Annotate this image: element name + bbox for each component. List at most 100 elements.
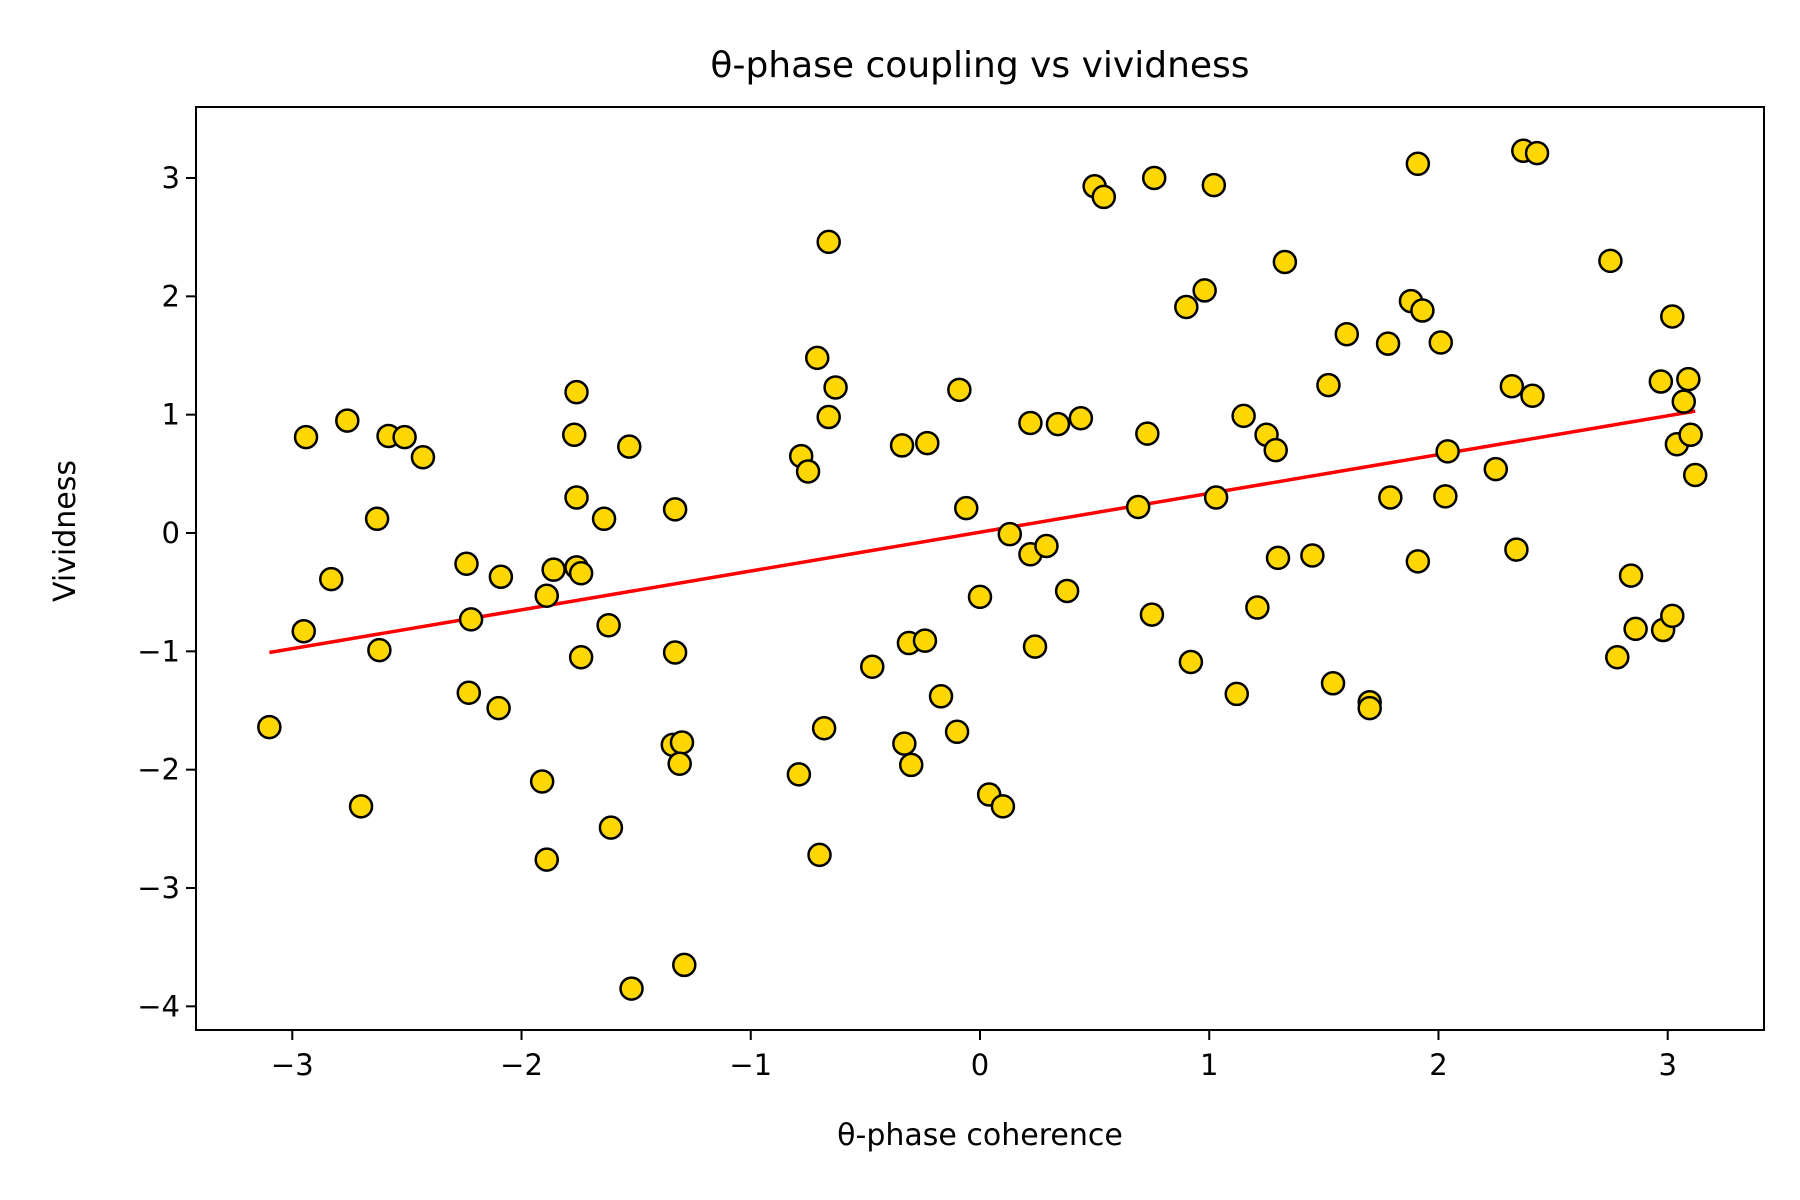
data-point	[1483, 456, 1509, 482]
x-tick-label: −1	[729, 1048, 772, 1082]
x-tick-label: 2	[1429, 1048, 1447, 1082]
data-point	[1201, 172, 1227, 198]
data-point	[619, 976, 644, 1001]
data-point	[1022, 634, 1048, 659]
data-point	[1405, 151, 1431, 177]
data-point	[1139, 602, 1165, 627]
data-point	[823, 375, 848, 400]
data-point	[1520, 383, 1545, 408]
data-point	[1203, 485, 1229, 510]
data-point	[1676, 366, 1701, 392]
data-point	[257, 714, 282, 740]
data-point	[892, 731, 917, 756]
data-point	[997, 521, 1023, 547]
data-point	[1141, 165, 1167, 191]
data-point	[529, 769, 555, 794]
y-tick-label: 1	[162, 398, 180, 432]
data-point	[568, 560, 594, 586]
data-point	[1316, 372, 1341, 398]
data-point	[1605, 645, 1630, 670]
data-point	[889, 433, 915, 458]
data-point	[947, 377, 972, 403]
data-point	[364, 506, 390, 532]
data-point	[1410, 298, 1435, 323]
data-points	[257, 138, 1708, 1001]
data-point	[672, 952, 697, 978]
data-point	[944, 719, 970, 745]
y-tick-label: 0	[162, 516, 180, 550]
data-point	[816, 404, 841, 430]
data-point	[1054, 578, 1080, 604]
y-tick-label: −2	[137, 753, 180, 787]
data-point	[1499, 374, 1525, 399]
data-point	[1224, 681, 1249, 707]
data-point	[1357, 695, 1382, 721]
data-point	[662, 497, 688, 522]
data-point	[967, 584, 993, 610]
data-point	[786, 762, 812, 787]
data-point	[1272, 249, 1298, 275]
data-point	[458, 607, 484, 632]
data-point	[1660, 603, 1685, 629]
x-axis-label: θ-phase coherence	[837, 1118, 1123, 1153]
data-point	[953, 495, 979, 521]
data-point	[598, 815, 624, 840]
data-point	[1034, 533, 1059, 559]
data-point	[807, 842, 832, 868]
data-point	[534, 583, 559, 608]
data-point	[1300, 543, 1325, 568]
plot-frame	[195, 106, 1765, 1031]
data-point	[860, 654, 885, 679]
data-point	[1231, 403, 1256, 429]
data-point	[1598, 248, 1623, 274]
data-point	[319, 566, 344, 592]
data-point	[1648, 369, 1674, 394]
y-tick-label: 3	[162, 161, 180, 195]
data-point	[1174, 294, 1199, 320]
data-point	[392, 424, 417, 450]
data-point	[1504, 537, 1529, 562]
data-point	[1660, 304, 1685, 329]
data-point	[1192, 278, 1217, 303]
data-point	[804, 345, 830, 371]
data-point	[1433, 484, 1458, 509]
x-tick-label: 0	[971, 1048, 989, 1082]
data-point	[1524, 140, 1550, 166]
data-point	[564, 485, 589, 510]
y-tick-label: −1	[137, 634, 180, 668]
y-tick-label: 2	[162, 279, 180, 313]
data-point	[1125, 494, 1151, 520]
data-point	[816, 229, 841, 255]
data-point	[596, 613, 621, 638]
y-axis-ticks: −4 −3 −2 −1 0 1 2 3	[137, 161, 196, 1023]
data-point	[488, 564, 514, 590]
data-point	[1045, 411, 1071, 437]
data-point	[1263, 437, 1288, 463]
data-point	[456, 680, 482, 705]
data-point	[928, 684, 954, 709]
data-point	[348, 794, 374, 819]
x-tick-label: 1	[1200, 1048, 1218, 1082]
chart-title: θ-phase coupling vs vividness	[710, 45, 1249, 86]
data-point	[564, 379, 589, 405]
data-point	[915, 430, 940, 456]
x-tick-label: 3	[1658, 1048, 1676, 1082]
data-point	[1623, 616, 1648, 642]
data-point	[1428, 330, 1454, 355]
y-axis-label: Vividness	[48, 460, 83, 602]
data-point	[591, 506, 617, 532]
data-point	[1068, 405, 1094, 431]
x-axis-ticks: −3 −2 −1 0 1 2 3	[271, 1030, 1677, 1082]
y-tick-label: −4	[137, 989, 180, 1023]
data-point	[1678, 422, 1703, 448]
data-point	[898, 752, 924, 778]
data-point	[335, 408, 360, 433]
data-point	[662, 640, 688, 665]
data-point	[1405, 549, 1431, 574]
data-point	[367, 637, 392, 663]
data-point	[568, 645, 594, 670]
data-point	[1671, 389, 1697, 414]
data-point	[291, 618, 316, 644]
